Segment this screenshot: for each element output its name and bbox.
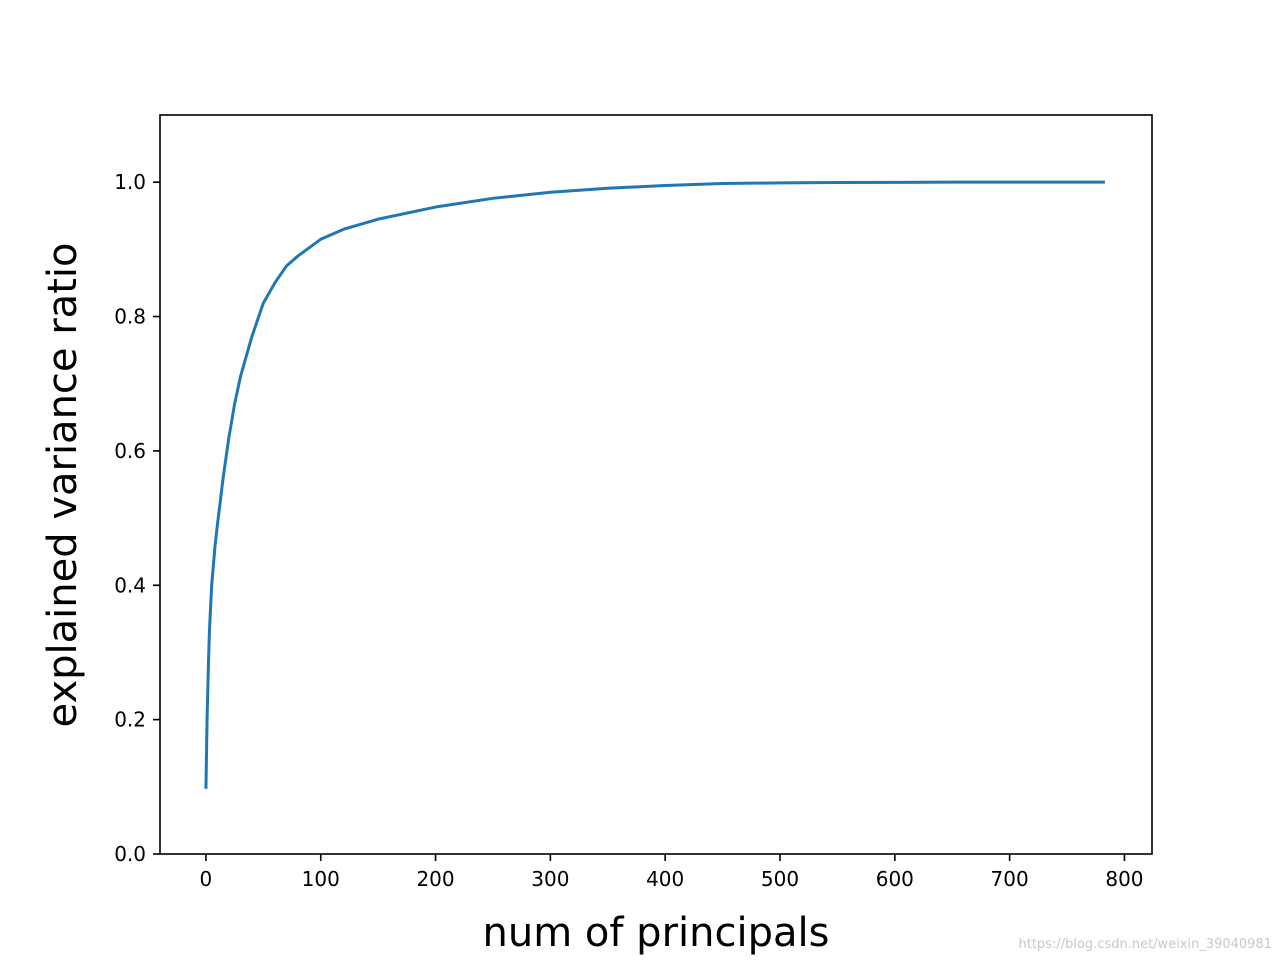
y-tick-label: 0.4: [114, 573, 146, 597]
x-tick-label: 200: [416, 867, 454, 891]
x-axis-label: num of principals: [483, 910, 830, 956]
series-layer: [204, 180, 1105, 789]
y-tick-label: 0.6: [114, 439, 146, 463]
y-tick-label: 0.0: [114, 842, 146, 866]
x-tick-label: 100: [302, 867, 340, 891]
x-tick-label: 700: [991, 867, 1029, 891]
plot-frame: [159, 114, 1153, 855]
y-tick-label: 0.8: [114, 305, 146, 329]
y-axis-label: explained variance ratio: [40, 243, 86, 728]
x-tick-label: 500: [761, 867, 799, 891]
y-tick-label: 0.2: [114, 708, 146, 732]
x-axis-ticks: 0 100 200 300 400 500 600 700 800: [200, 854, 1144, 891]
series-line: [204, 180, 1105, 789]
x-tick-label: 600: [876, 867, 914, 891]
y-axis-ticks: 0.0 0.2 0.4 0.6 0.8 1.0: [114, 170, 160, 866]
x-tick-label: 0: [200, 867, 213, 891]
x-tick-label: 300: [531, 867, 569, 891]
y-tick-label: 1.0: [114, 170, 146, 194]
x-tick-label: 800: [1105, 867, 1143, 891]
watermark-text: https://blog.csdn.net/weixin_39040981: [1018, 937, 1272, 952]
x-tick-label: 400: [646, 867, 684, 891]
plot-area: [160, 115, 1152, 854]
